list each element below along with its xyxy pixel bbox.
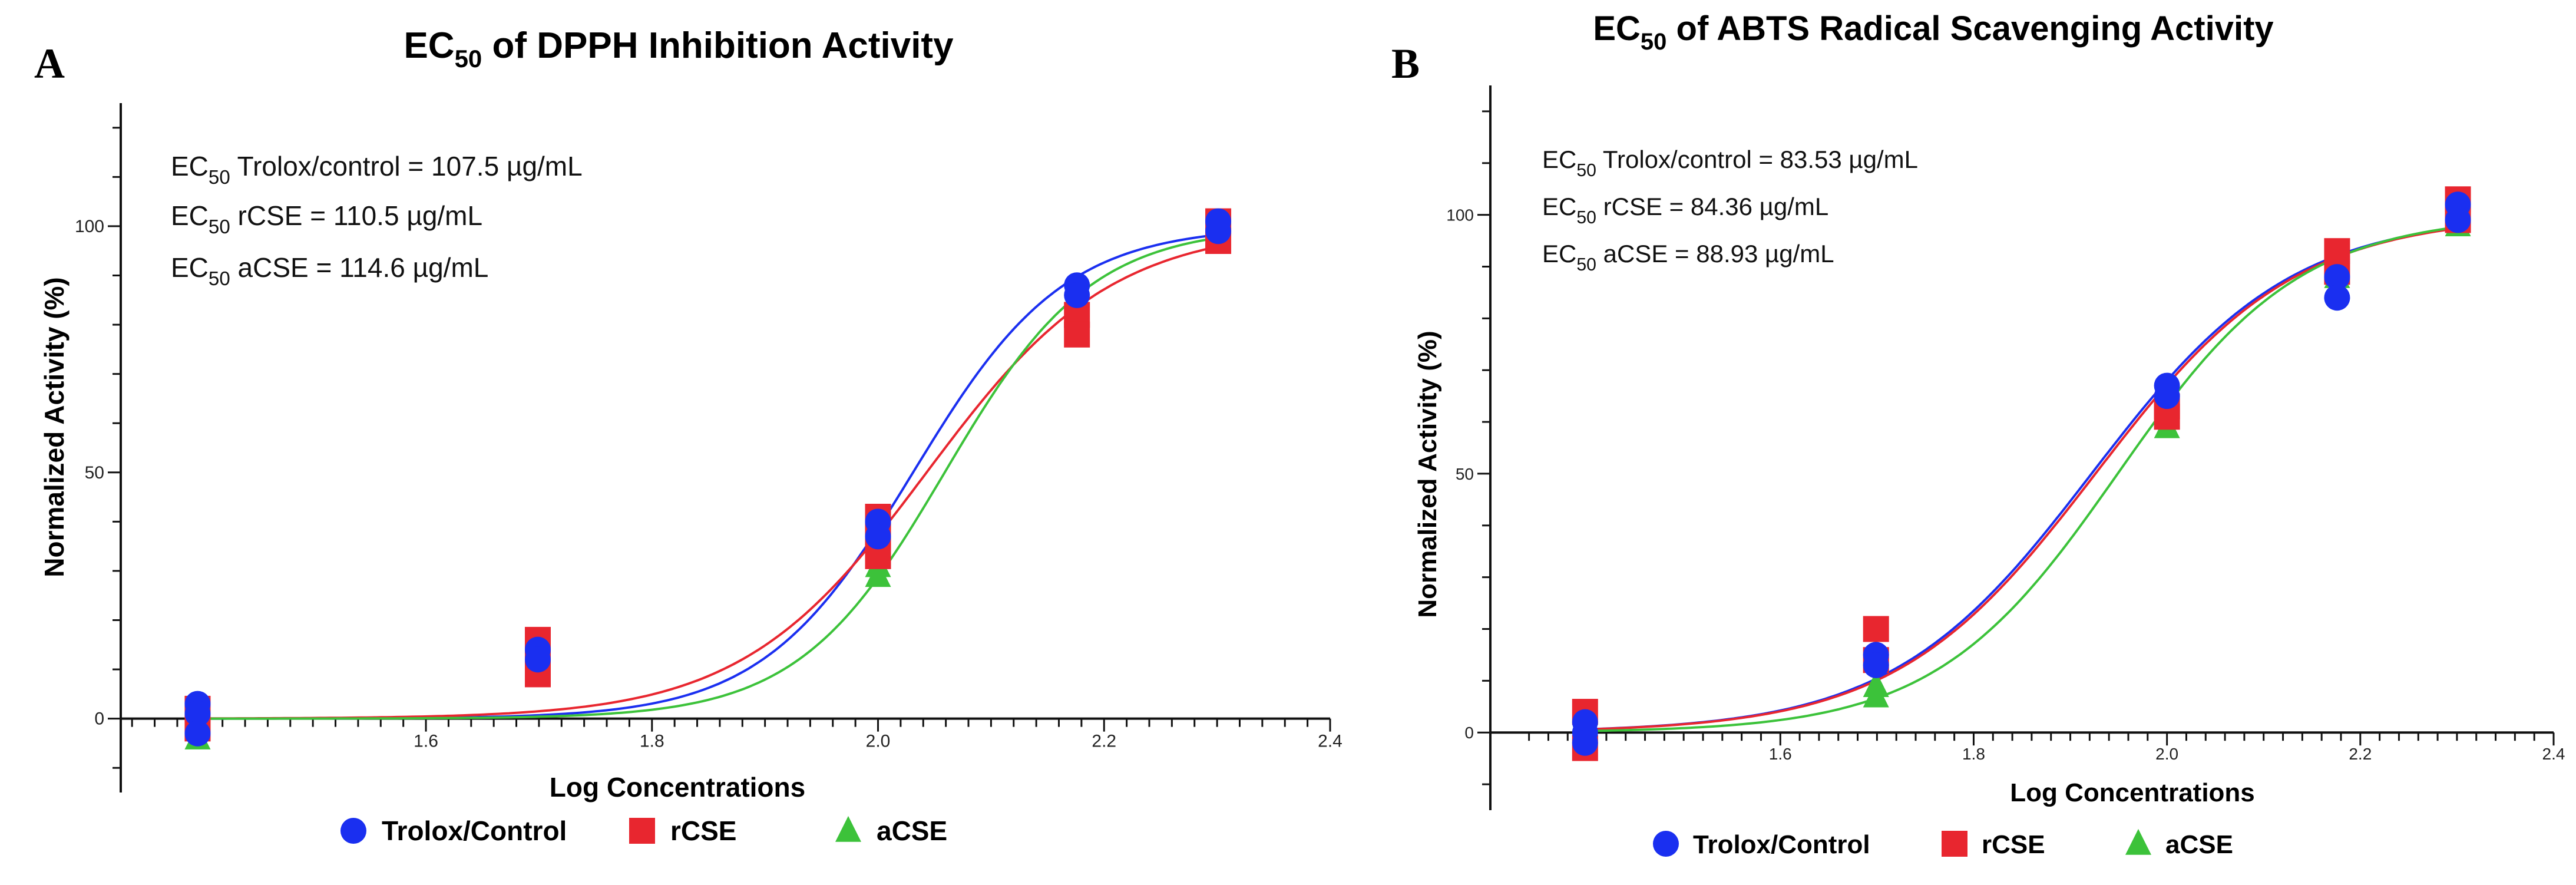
ec50-annotation: EC50 rCSE = 110.5 µg/mL	[171, 200, 482, 238]
fit-curve-acse	[197, 236, 1219, 720]
x-tick-label: 1.8	[640, 732, 664, 751]
x-tick-label: 2.4	[1318, 732, 1342, 751]
ec50-annotation: EC50 rCSE = 84.36 µg/mL	[1542, 193, 1828, 227]
x-tick-label: 1.6	[414, 732, 438, 751]
legend-marker-rcse	[1942, 831, 1967, 857]
data-point-trolox-control	[2324, 285, 2350, 311]
panel-a-fit-curves	[197, 233, 1219, 720]
panel-b-x-axis-label: Log Concentrations	[2010, 778, 2255, 807]
x-tick-label: 2.2	[1092, 732, 1116, 751]
y-tick-label: 0	[94, 709, 104, 729]
y-tick-label: 50	[85, 463, 104, 483]
legend-label: aCSE	[2165, 830, 2233, 859]
x-tick-label: 1.8	[1962, 745, 1985, 763]
panel-a-legend: Trolox/Control rCSE aCSE	[340, 815, 947, 846]
panel-b-data-points	[1572, 186, 2471, 761]
panel-b-annotations: EC50 Trolox/control = 83.53 µg/mL EC50 rC…	[1542, 146, 1918, 275]
panel-b-title: EC50 of ABTS Radical Scavenging Activity	[1593, 9, 2273, 55]
data-point-trolox-control	[2324, 264, 2350, 290]
ec50-annotation: EC50 Trolox/control = 107.5 µg/mL	[171, 151, 583, 189]
legend-marker-trolox-control	[340, 818, 366, 844]
legend-label: Trolox/Control	[1693, 830, 1870, 859]
data-point-trolox-control	[1064, 282, 1090, 308]
panel-a-label: A	[34, 40, 65, 87]
data-point-trolox-control	[865, 523, 891, 550]
fit-curve-rcse	[1585, 227, 2458, 731]
x-tick-label: 2.0	[2155, 745, 2178, 763]
panel-a-title: EC50 of DPPH Inhibition Activity	[404, 25, 954, 72]
legend-label: aCSE	[877, 815, 947, 846]
panel-a-annotations: EC50 Trolox/control = 107.5 µg/mL EC50 rC…	[171, 151, 583, 290]
y-tick-label: 100	[1446, 206, 1474, 224]
x-tick-label: 2.4	[2542, 745, 2565, 763]
data-point-trolox-control	[2445, 207, 2471, 233]
data-point-trolox-control	[184, 720, 211, 747]
panel-b-legend: Trolox/Control rCSE aCSE	[1653, 828, 2233, 859]
data-point-acse	[1863, 681, 1889, 708]
data-point-trolox-control	[524, 646, 551, 673]
x-tick-label: 2.2	[2349, 745, 2372, 763]
data-point-rcse	[1064, 321, 1090, 348]
fit-curve-acse	[1585, 226, 2458, 732]
panel-a-y-axis-label: Normalized Activity (%)	[39, 277, 70, 577]
y-tick-label: 50	[1456, 465, 1474, 483]
legend-marker-acse	[2125, 828, 2151, 855]
legend-marker-acse	[835, 815, 861, 842]
panel-a-data-points	[184, 208, 1232, 749]
panel-b-axes: 1.6 1.8 2.0 2.2 2.4 0 50 100	[1446, 85, 2565, 810]
legend-marker-rcse	[629, 818, 655, 844]
data-point-trolox-control	[1863, 652, 1889, 678]
data-point-rcse	[1863, 616, 1889, 642]
legend-label: rCSE	[670, 815, 736, 846]
legend-label: rCSE	[1982, 830, 2045, 859]
data-point-trolox-control	[2154, 383, 2180, 410]
ec50-annotation: EC50 Trolox/control = 83.53 µg/mL	[1542, 146, 1918, 180]
data-point-trolox-control	[1205, 218, 1232, 245]
panel-a-x-axis-label: Log Concentrations	[550, 772, 805, 803]
ec50-annotation: EC50 aCSE = 88.93 µg/mL	[1542, 240, 1834, 275]
panel-b-chart: B EC50 of ABTS Radical Scavenging Activi…	[1391, 9, 2565, 859]
y-tick-label: 0	[1464, 724, 1474, 742]
legend-marker-trolox-control	[1653, 831, 1679, 857]
x-tick-label: 2.0	[866, 732, 891, 751]
data-point-trolox-control	[184, 701, 211, 727]
panel-b-label: B	[1391, 40, 1420, 87]
ec50-annotation: EC50 aCSE = 114.6 µg/mL	[171, 252, 488, 290]
y-tick-label: 100	[75, 217, 104, 236]
panel-b-fit-curves	[1585, 226, 2458, 732]
x-tick-label: 1.6	[1769, 745, 1792, 763]
panel-b-y-axis-label: Normalized Activity (%)	[1413, 331, 1442, 617]
panel-a-chart: A EC50 of DPPH Inhibition Activity EC50 …	[34, 25, 1342, 846]
data-point-trolox-control	[1572, 729, 1598, 756]
legend-label: Trolox/Control	[382, 815, 567, 846]
